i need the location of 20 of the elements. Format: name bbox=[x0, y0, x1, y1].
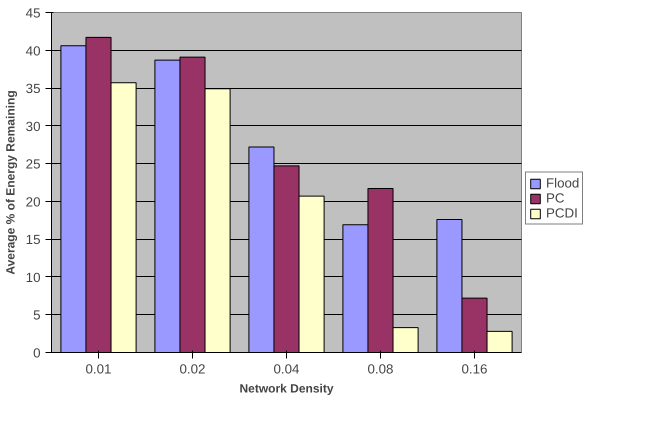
legend-label: PC bbox=[546, 190, 566, 206]
y-tick-label: 0 bbox=[33, 346, 41, 360]
y-axis-title: Average % of Energy Remaining bbox=[4, 90, 18, 275]
x-tick-label: 0.02 bbox=[180, 362, 206, 376]
y-tick-label: 25 bbox=[26, 156, 41, 172]
y-tick-label: 15 bbox=[26, 232, 41, 248]
y-tick-label: 10 bbox=[26, 270, 41, 285]
x-tick-label: 0.08 bbox=[368, 362, 394, 376]
x-tick-label: 0.04 bbox=[274, 362, 300, 376]
x-tick-label: 0.01 bbox=[86, 362, 112, 376]
y-tick-label: 20 bbox=[26, 194, 41, 210]
x-axis-title: Network Density bbox=[239, 382, 334, 396]
y-tick-label: 5 bbox=[33, 308, 41, 323]
y-tick-label: 30 bbox=[26, 118, 41, 134]
y-tick-label: 45 bbox=[26, 6, 41, 20]
y-tick-label: 40 bbox=[26, 43, 41, 58]
y-tick-label: 35 bbox=[26, 81, 41, 96]
legend-label: PCDI bbox=[546, 206, 578, 220]
x-tick-label: 0.16 bbox=[462, 362, 488, 376]
legend-label: Flood bbox=[546, 176, 580, 190]
